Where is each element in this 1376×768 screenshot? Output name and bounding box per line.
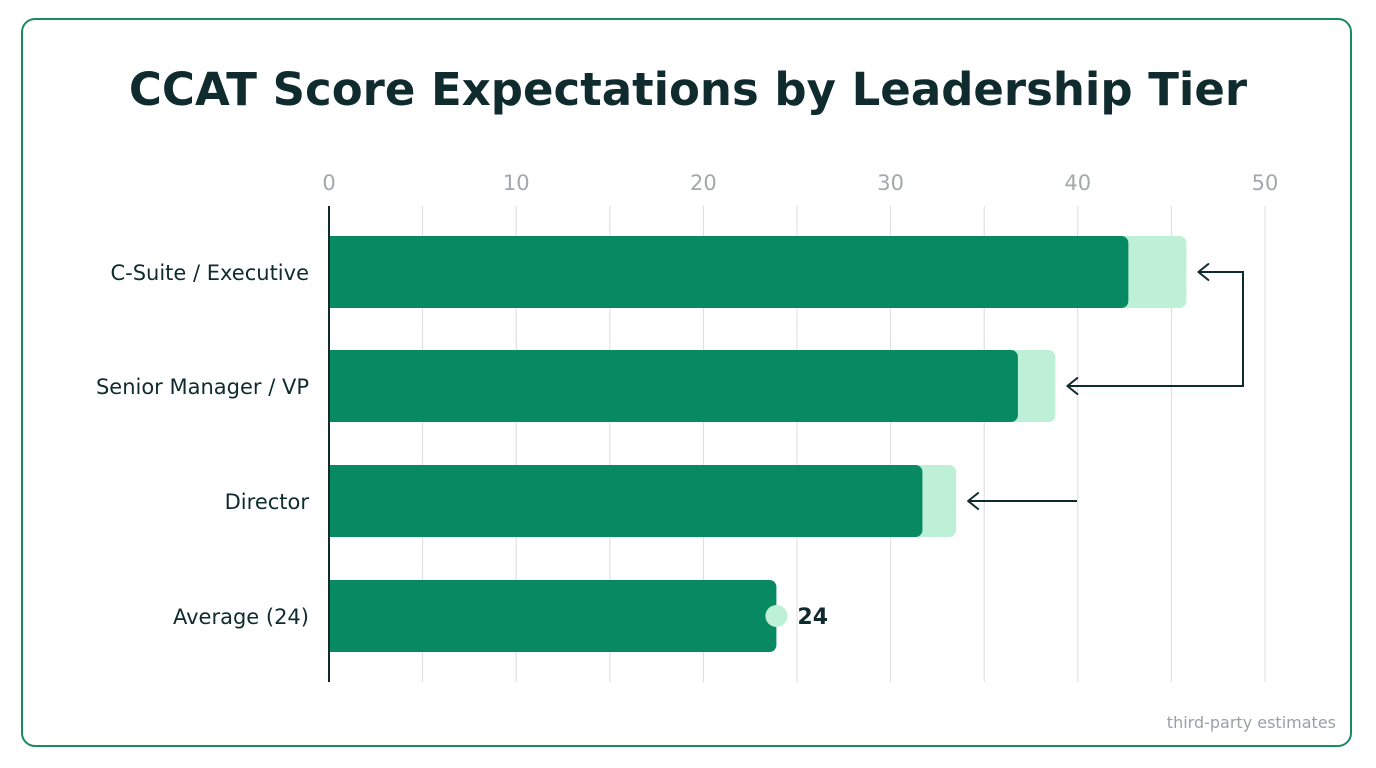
x-tick-label: 0	[322, 171, 335, 195]
range-bracket	[1067, 271, 1244, 387]
score-bar	[329, 465, 923, 537]
category-label: Average (24)	[173, 605, 309, 629]
arrow-head-senior-manager	[1066, 377, 1079, 395]
x-tick-label: 10	[503, 171, 530, 195]
score-bar-left-edge	[329, 465, 339, 537]
footnote: third-party estimates	[1166, 713, 1336, 732]
score-bar	[329, 350, 1018, 422]
range-arrows	[967, 263, 1244, 510]
score-bar	[329, 580, 777, 652]
score-bar-left-edge	[329, 236, 339, 308]
average-marker-dot	[765, 605, 788, 627]
x-tick-label: 20	[690, 171, 717, 195]
x-tick-label: 40	[1064, 171, 1091, 195]
category-label: Senior Manager / VP	[96, 375, 309, 399]
category-labels: C-Suite / Executive Senior Manager / VP Di…	[96, 261, 309, 629]
category-label: Director	[225, 490, 310, 514]
annotations: 24	[765, 605, 828, 630]
category-label: C-Suite / Executive	[110, 261, 309, 285]
arrow-head-director	[967, 492, 980, 510]
x-tick-labels: 0 10 20 30 40 50	[322, 171, 1278, 195]
arrow-head-c-suite	[1197, 263, 1210, 281]
bars	[329, 236, 1187, 652]
chart-title: CCAT Score Expectations by Leadership Ti…	[128, 63, 1248, 116]
score-bar-left-edge	[329, 580, 339, 652]
x-tick-label: 30	[877, 171, 904, 195]
score-bar-left-edge	[329, 350, 339, 422]
x-tick-label: 50	[1252, 171, 1279, 195]
score-bar	[329, 236, 1129, 308]
average-value-label: 24	[797, 605, 828, 630]
